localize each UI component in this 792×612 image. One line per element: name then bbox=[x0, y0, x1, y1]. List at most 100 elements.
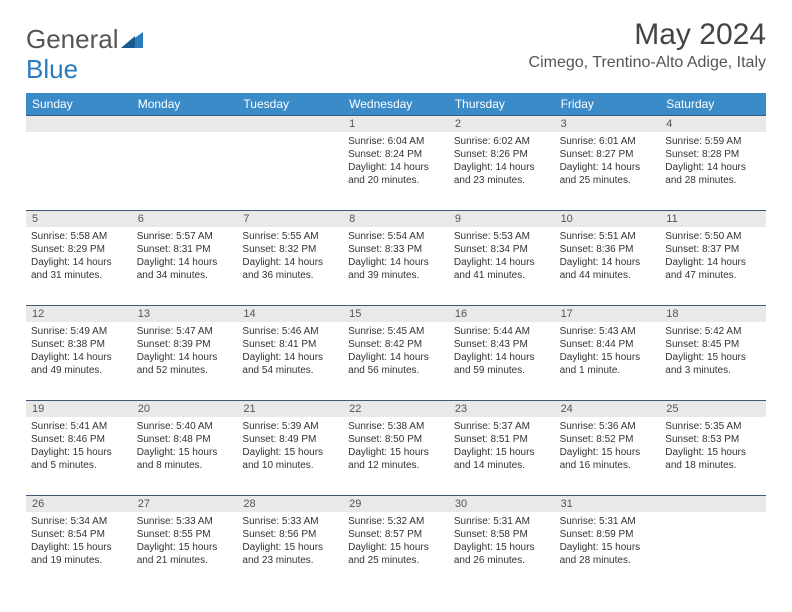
day-info-line: Daylight: 14 hours bbox=[137, 351, 233, 364]
day-info-line: Sunset: 8:34 PM bbox=[454, 243, 550, 256]
day-info-line: Daylight: 15 hours bbox=[348, 541, 444, 554]
day-cell: Sunrise: 5:33 AMSunset: 8:56 PMDaylight:… bbox=[237, 512, 343, 590]
day-number: 31 bbox=[555, 496, 661, 512]
day-info-line: and 1 minute. bbox=[560, 364, 656, 377]
day-info-line: Daylight: 15 hours bbox=[348, 446, 444, 459]
day-info-line: and 25 minutes. bbox=[560, 174, 656, 187]
day-info-line: Daylight: 14 hours bbox=[665, 256, 761, 269]
day-info-line: and 8 minutes. bbox=[137, 459, 233, 472]
day-info-line: Sunset: 8:42 PM bbox=[348, 338, 444, 351]
day-cell: Sunrise: 5:32 AMSunset: 8:57 PMDaylight:… bbox=[343, 512, 449, 590]
daynum-row: 12131415161718 bbox=[26, 305, 766, 322]
day-number: 6 bbox=[132, 211, 238, 227]
day-cell: Sunrise: 5:31 AMSunset: 8:59 PMDaylight:… bbox=[555, 512, 661, 590]
day-info-line: Sunrise: 5:33 AM bbox=[242, 515, 338, 528]
day-info-line: Sunset: 8:45 PM bbox=[665, 338, 761, 351]
day-cell: Sunrise: 5:53 AMSunset: 8:34 PMDaylight:… bbox=[449, 227, 555, 305]
day-cell: Sunrise: 5:51 AMSunset: 8:36 PMDaylight:… bbox=[555, 227, 661, 305]
day-cell bbox=[132, 132, 238, 210]
day-info-line: Daylight: 15 hours bbox=[454, 541, 550, 554]
day-info-line: Sunrise: 6:04 AM bbox=[348, 135, 444, 148]
day-info-line: Sunset: 8:33 PM bbox=[348, 243, 444, 256]
day-cell: Sunrise: 5:40 AMSunset: 8:48 PMDaylight:… bbox=[132, 417, 238, 495]
day-info-line: Sunrise: 5:53 AM bbox=[454, 230, 550, 243]
day-info-line: and 23 minutes. bbox=[454, 174, 550, 187]
day-info-line: Daylight: 14 hours bbox=[137, 256, 233, 269]
day-cell: Sunrise: 5:54 AMSunset: 8:33 PMDaylight:… bbox=[343, 227, 449, 305]
day-number: 18 bbox=[660, 306, 766, 322]
day-info-line: and 20 minutes. bbox=[348, 174, 444, 187]
day-info-line: Sunrise: 6:02 AM bbox=[454, 135, 550, 148]
day-info-line: Sunrise: 5:34 AM bbox=[31, 515, 127, 528]
day-number bbox=[660, 496, 766, 512]
week-row: Sunrise: 5:34 AMSunset: 8:54 PMDaylight:… bbox=[26, 512, 766, 590]
day-info-line: and 39 minutes. bbox=[348, 269, 444, 282]
day-cell: Sunrise: 5:35 AMSunset: 8:53 PMDaylight:… bbox=[660, 417, 766, 495]
day-cell: Sunrise: 5:36 AMSunset: 8:52 PMDaylight:… bbox=[555, 417, 661, 495]
day-info-line: and 21 minutes. bbox=[137, 554, 233, 567]
day-info-line: Sunset: 8:28 PM bbox=[665, 148, 761, 161]
day-info-line: Sunset: 8:53 PM bbox=[665, 433, 761, 446]
day-info-line: and 3 minutes. bbox=[665, 364, 761, 377]
day-number: 12 bbox=[26, 306, 132, 322]
day-info-line: and 59 minutes. bbox=[454, 364, 550, 377]
day-info-line: Daylight: 14 hours bbox=[348, 351, 444, 364]
day-number: 20 bbox=[132, 401, 238, 417]
week-row: Sunrise: 5:41 AMSunset: 8:46 PMDaylight:… bbox=[26, 417, 766, 495]
day-info-line: Daylight: 14 hours bbox=[242, 256, 338, 269]
weekday-label: Tuesday bbox=[237, 93, 343, 115]
logo-triangle-icon bbox=[121, 24, 143, 55]
day-cell: Sunrise: 5:59 AMSunset: 8:28 PMDaylight:… bbox=[660, 132, 766, 210]
day-number: 26 bbox=[26, 496, 132, 512]
day-number: 13 bbox=[132, 306, 238, 322]
day-info-line: Sunset: 8:57 PM bbox=[348, 528, 444, 541]
day-info-line: Sunrise: 5:58 AM bbox=[31, 230, 127, 243]
day-info-line: Daylight: 14 hours bbox=[242, 351, 338, 364]
day-number: 30 bbox=[449, 496, 555, 512]
day-number: 21 bbox=[237, 401, 343, 417]
day-cell: Sunrise: 5:43 AMSunset: 8:44 PMDaylight:… bbox=[555, 322, 661, 400]
day-cell: Sunrise: 5:58 AMSunset: 8:29 PMDaylight:… bbox=[26, 227, 132, 305]
weekday-label: Wednesday bbox=[343, 93, 449, 115]
location: Cimego, Trentino-Alto Adige, Italy bbox=[529, 54, 766, 72]
day-info-line: and 23 minutes. bbox=[242, 554, 338, 567]
day-info-line: Sunrise: 5:33 AM bbox=[137, 515, 233, 528]
day-info-line: Daylight: 14 hours bbox=[560, 256, 656, 269]
day-cell: Sunrise: 6:04 AMSunset: 8:24 PMDaylight:… bbox=[343, 132, 449, 210]
day-info-line: Daylight: 15 hours bbox=[665, 351, 761, 364]
day-info-line: Sunrise: 5:45 AM bbox=[348, 325, 444, 338]
day-info-line: Sunset: 8:26 PM bbox=[454, 148, 550, 161]
day-info-line: and 47 minutes. bbox=[665, 269, 761, 282]
day-info-line: Sunset: 8:58 PM bbox=[454, 528, 550, 541]
day-number: 1 bbox=[343, 116, 449, 132]
day-cell: Sunrise: 5:50 AMSunset: 8:37 PMDaylight:… bbox=[660, 227, 766, 305]
weekday-label: Sunday bbox=[26, 93, 132, 115]
day-info-line: Sunrise: 5:43 AM bbox=[560, 325, 656, 338]
title-block: May 2024 Cimego, Trentino-Alto Adige, It… bbox=[529, 18, 766, 72]
day-number: 3 bbox=[555, 116, 661, 132]
day-info-line: and 31 minutes. bbox=[31, 269, 127, 282]
day-info-line: Daylight: 15 hours bbox=[560, 351, 656, 364]
day-info-line: Daylight: 15 hours bbox=[560, 541, 656, 554]
day-cell: Sunrise: 5:38 AMSunset: 8:50 PMDaylight:… bbox=[343, 417, 449, 495]
day-info-line: and 52 minutes. bbox=[137, 364, 233, 377]
day-info-line: Daylight: 15 hours bbox=[242, 446, 338, 459]
day-info-line: Sunrise: 5:35 AM bbox=[665, 420, 761, 433]
day-info-line: Daylight: 14 hours bbox=[31, 256, 127, 269]
weekday-label: Friday bbox=[555, 93, 661, 115]
day-info-line: Daylight: 15 hours bbox=[560, 446, 656, 459]
day-number bbox=[237, 116, 343, 132]
day-info-line: Sunrise: 5:54 AM bbox=[348, 230, 444, 243]
day-info-line: Sunset: 8:49 PM bbox=[242, 433, 338, 446]
day-info-line: and 25 minutes. bbox=[348, 554, 444, 567]
day-info-line: and 28 minutes. bbox=[560, 554, 656, 567]
day-info-line: Sunrise: 5:57 AM bbox=[137, 230, 233, 243]
day-cell: Sunrise: 5:41 AMSunset: 8:46 PMDaylight:… bbox=[26, 417, 132, 495]
day-info-line: Daylight: 15 hours bbox=[31, 541, 127, 554]
day-info-line: Sunset: 8:50 PM bbox=[348, 433, 444, 446]
day-info-line: Sunrise: 5:50 AM bbox=[665, 230, 761, 243]
day-info-line: Sunrise: 5:46 AM bbox=[242, 325, 338, 338]
day-info-line: Daylight: 14 hours bbox=[560, 161, 656, 174]
page: General May 2024 Cimego, Trentino-Alto A… bbox=[0, 0, 792, 590]
day-number bbox=[132, 116, 238, 132]
